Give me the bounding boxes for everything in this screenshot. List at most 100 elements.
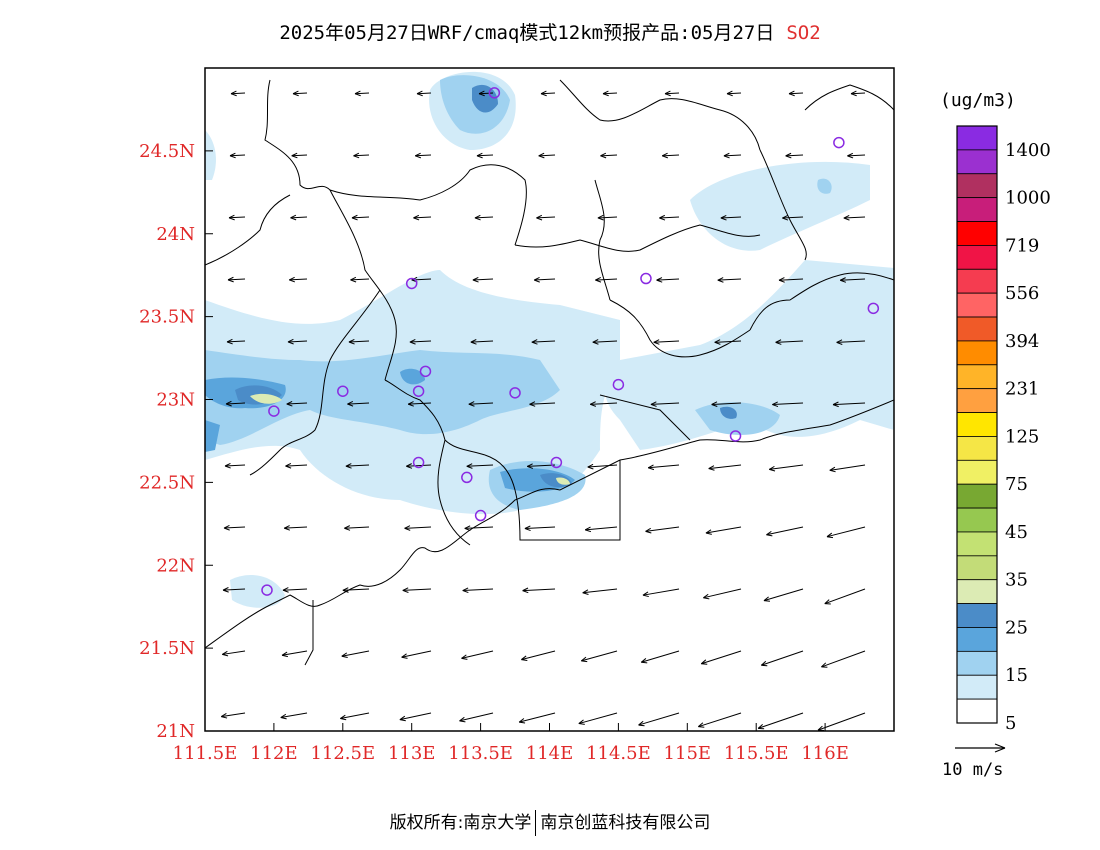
wind-arrow (347, 401, 370, 407)
x-tick-label: 113.5E (448, 743, 513, 764)
colorbar-segment (956, 459, 998, 485)
colorbar-label: 125 (1005, 426, 1039, 447)
wind-arrow (225, 400, 246, 407)
map-title: 2025年05月27日WRF/cmaq模式12km预报产品:05月27日 SO2 (0, 18, 1100, 45)
reference-vector-arrow (955, 743, 1006, 753)
colorbar-segment (956, 125, 998, 151)
wind-arrow (763, 588, 804, 602)
colorbar-segment (956, 436, 998, 461)
wind-arrow (650, 401, 680, 407)
wind-arrow (714, 339, 742, 345)
station-marker (412, 456, 425, 469)
wind-arrow (597, 214, 618, 221)
wind-arrow (474, 214, 494, 221)
wind-arrow (705, 526, 742, 535)
y-tick-label: 21N (156, 721, 195, 742)
colorbar-label: 15 (1005, 665, 1028, 686)
station-marker (461, 471, 473, 484)
longitude-axis: 111.5E 112E 112.5E 113E 113.5E 114E 114.5E 115E… (173, 723, 849, 764)
wind-arrow (353, 152, 370, 159)
wind-arrow (230, 90, 246, 97)
wind-arrow (642, 588, 680, 598)
station-marker (640, 272, 652, 285)
y-tick-label: 21.5N (139, 638, 195, 659)
wind-arrow (285, 463, 308, 469)
wind-arrow (829, 464, 866, 473)
wind-arrow (401, 650, 432, 659)
wind-arrow (664, 90, 680, 97)
colorbar-segment (956, 555, 998, 581)
wind-arrow (287, 338, 308, 345)
station-marker (412, 385, 425, 397)
colorbar-unit: (ug/m3) (940, 90, 1016, 111)
wind-arrow (661, 152, 680, 159)
wind-arrow (527, 463, 556, 469)
wind-arrow (407, 401, 432, 407)
wind-arrow (723, 152, 742, 159)
station-marker (419, 365, 432, 378)
wind-arrow (291, 152, 308, 159)
station-marker (488, 87, 501, 99)
colorbar-label: 45 (1005, 522, 1028, 543)
colorbar-label: 5 (1005, 713, 1016, 734)
station-marker (867, 302, 880, 315)
colorbar-segment (956, 674, 998, 700)
wind-arrow (647, 464, 680, 471)
colorbar-segment (956, 364, 998, 390)
station-marker (261, 584, 273, 596)
wind-arrow (461, 650, 494, 660)
wind-arrow (533, 276, 556, 283)
x-tick-label: 113E (388, 743, 436, 764)
monitoring-stations (261, 87, 880, 596)
wind-arrow (404, 525, 432, 531)
wind-arrow (286, 400, 308, 407)
latitude-axis: 24.5N 24N 23.5N 23N 22.5N 22N 21.5N 21N (139, 141, 213, 742)
wind-arrow (578, 712, 618, 725)
wind-arrow (466, 463, 494, 469)
wind-arrow (698, 712, 742, 728)
colorbar-label: 231 (1005, 379, 1039, 400)
y-tick-label: 23.5N (139, 307, 195, 328)
colorbar-label: 25 (1005, 617, 1028, 638)
wind-arrow (415, 152, 432, 159)
wind-arrow (416, 90, 432, 97)
colorbar-segment (956, 221, 998, 246)
wind-arrow (351, 214, 370, 221)
wind-arrow (289, 276, 308, 283)
wind-arrow (229, 152, 246, 159)
wind-arrow (462, 587, 494, 594)
wind-arrow (399, 712, 432, 722)
wind-arrow (476, 152, 494, 159)
wind-arrow (350, 276, 370, 283)
wind-arrow (700, 650, 742, 665)
wind-arrow (653, 339, 680, 345)
wind-arrow (340, 712, 370, 721)
station-marker (268, 405, 280, 417)
wind-arrow (536, 214, 556, 221)
x-tick-label: 116E (801, 743, 849, 764)
wind-arrow (540, 90, 556, 97)
x-tick-label: 115.5E (724, 743, 789, 764)
colorbar-label: 719 (1005, 235, 1039, 256)
wind-arrow (341, 650, 370, 658)
wind-arrow (280, 712, 308, 720)
wind-arrow (227, 276, 246, 283)
colorbar-segment (956, 149, 998, 175)
wind-arrow (518, 712, 556, 724)
wind-arrow (348, 338, 370, 345)
colorbar-label: 1400 (1005, 140, 1051, 161)
wind-arrow (226, 338, 246, 345)
reference-vector-label: 10 m/s (942, 760, 1004, 780)
colorbar: 1400 1000 719 556 394 231 125 75 45 35 25 15 5 (956, 125, 1051, 734)
wind-arrow (821, 650, 866, 668)
wind-arrow (531, 339, 556, 345)
colorbar-segment (956, 268, 998, 294)
colorbar-segment (956, 244, 998, 270)
x-tick-label: 112.5E (310, 743, 375, 764)
copyright-footer: 版权所有:南京大学 南京创蓝科技有限公司 (0, 808, 1100, 836)
station-marker (612, 378, 625, 391)
wind-arrow (281, 650, 308, 658)
wind-arrow (223, 524, 246, 531)
y-tick-label: 22N (156, 555, 195, 576)
wind-arrow (659, 214, 680, 221)
